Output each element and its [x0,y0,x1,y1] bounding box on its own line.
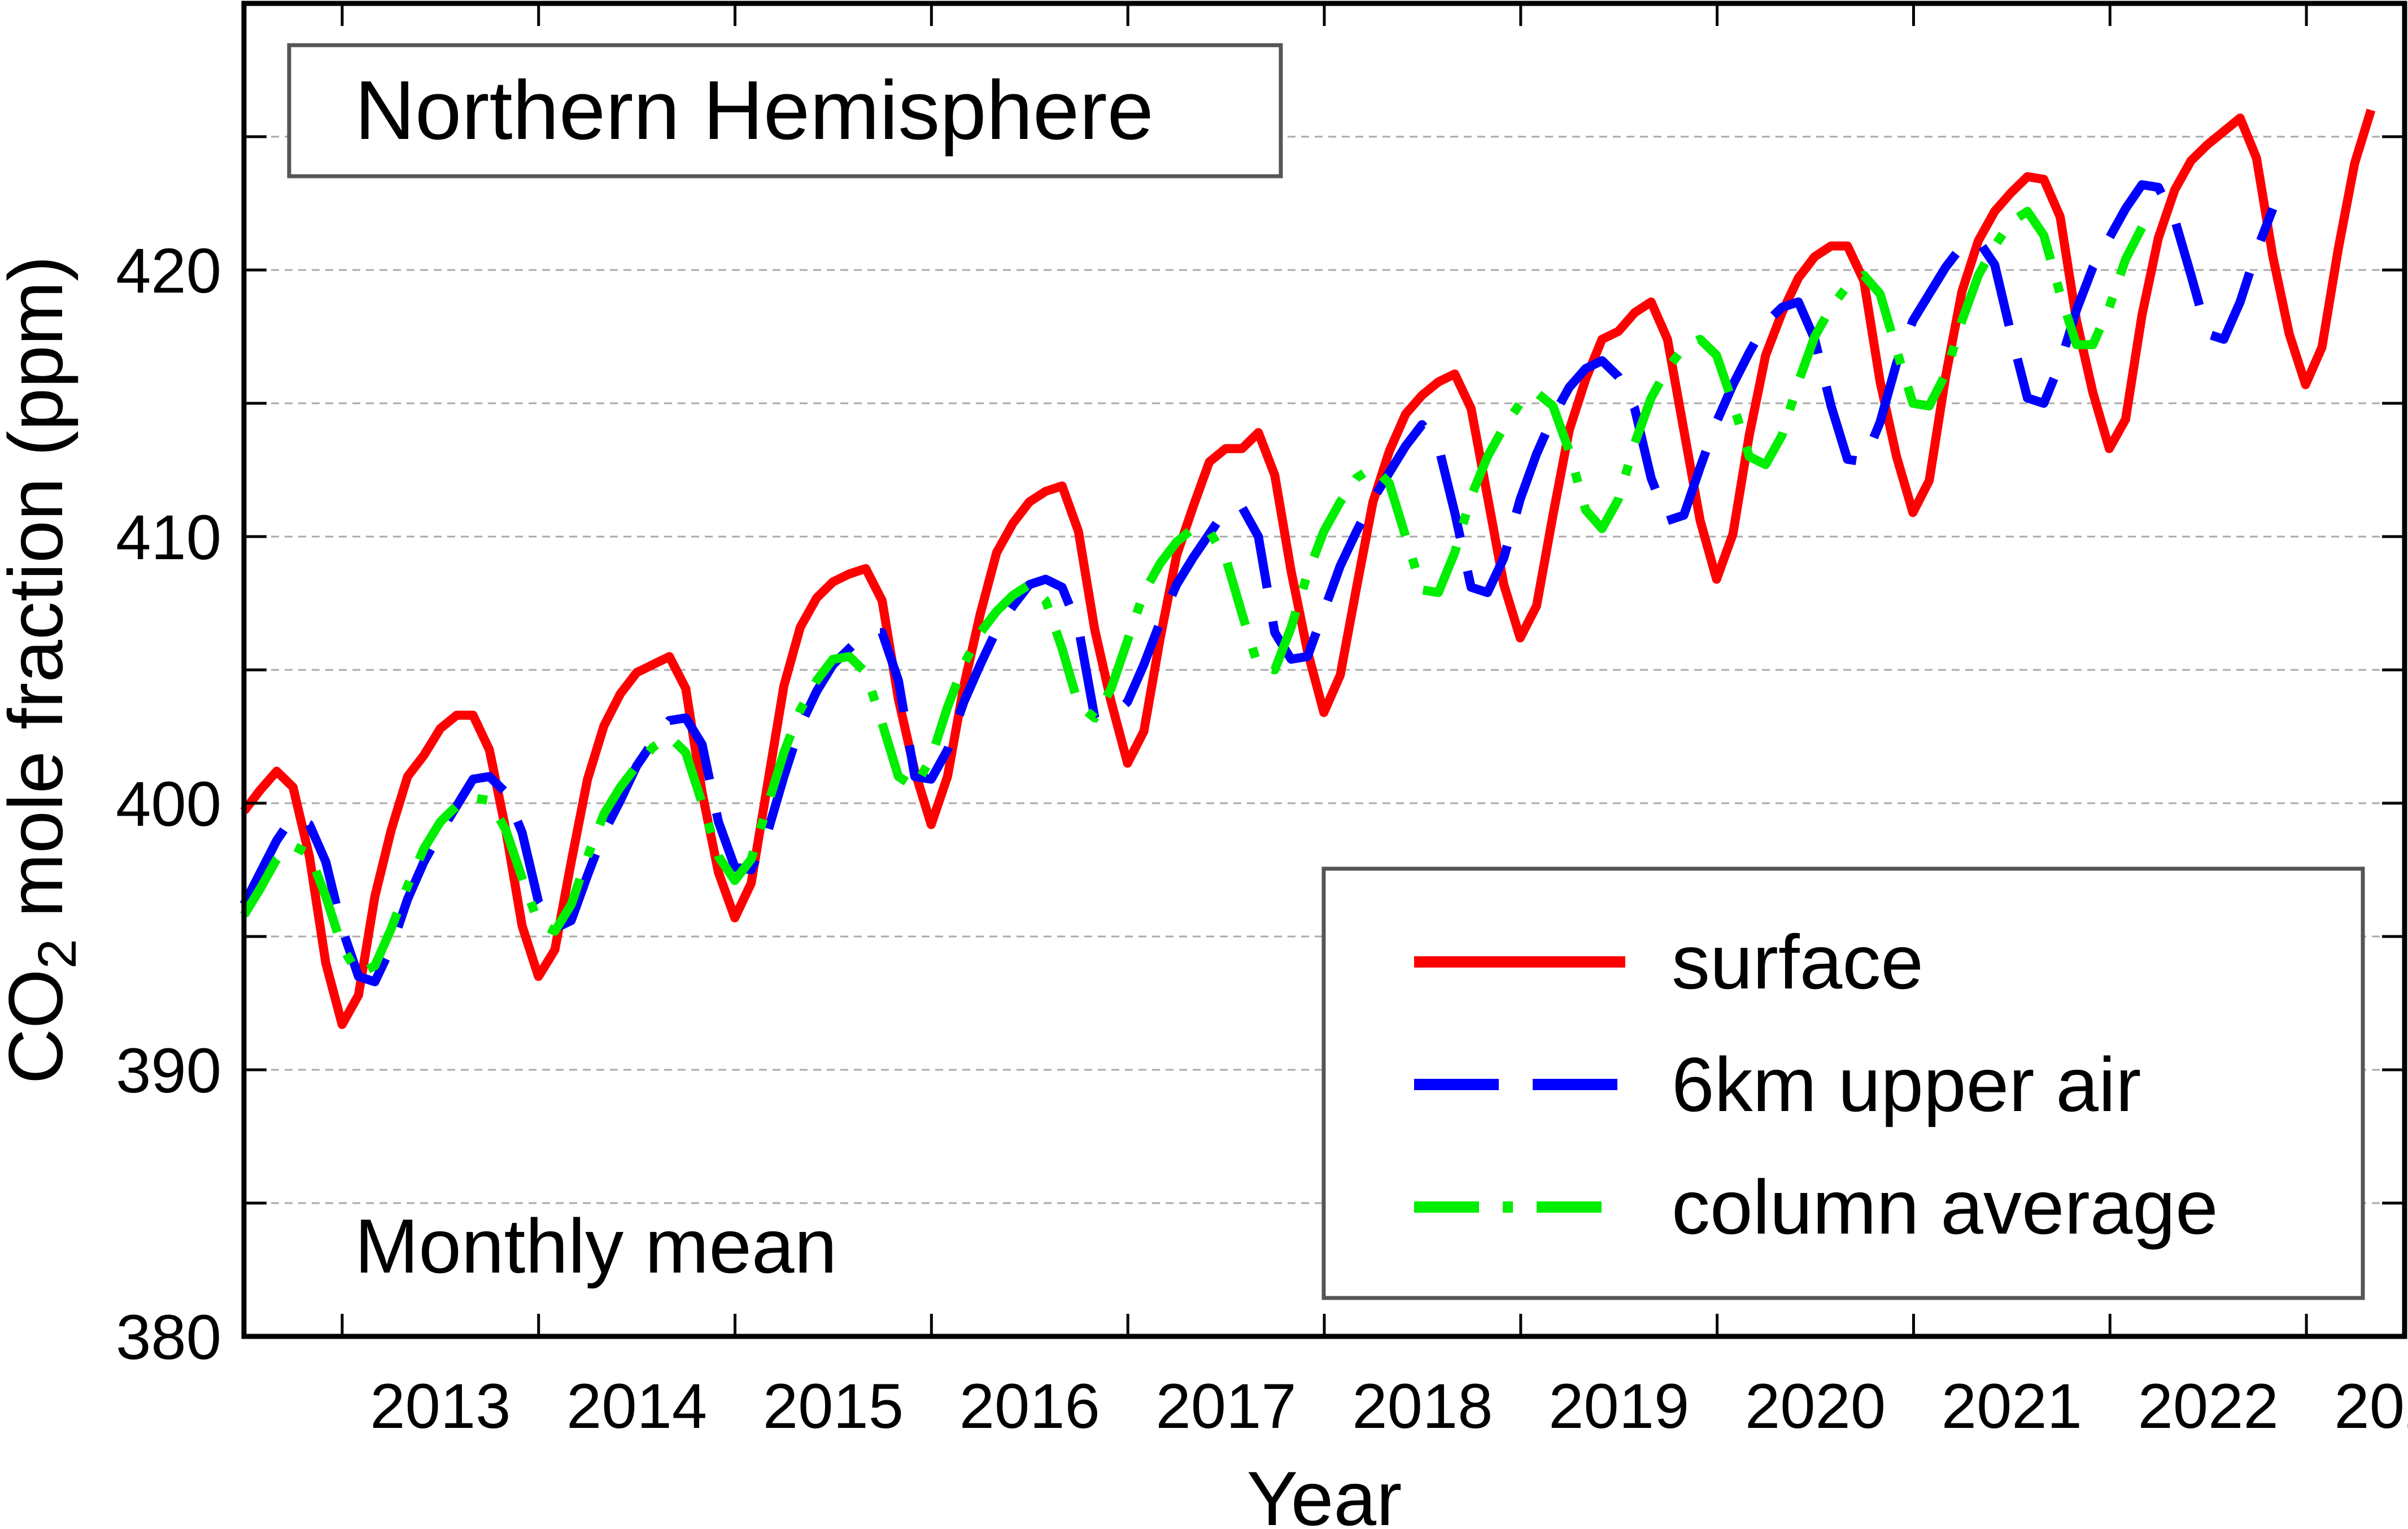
title-box [287,43,1283,178]
y-axis-label-main: CO [0,969,78,1084]
x-tick-label: 2022 [2138,1371,2279,1441]
y-tick-label: 380 [116,1302,221,1373]
series-layer [239,108,2376,1029]
legend: surface 6km upper air column average [1321,866,2365,1300]
x-tick-label: 2021 [1942,1371,2082,1441]
y-axis-label: CO2 mole fraction (ppm) [0,256,88,1084]
x-axis-label: Year [1247,1456,1402,1529]
x-tick-label: 2016 [959,1371,1100,1441]
y-tick-label: 420 [116,236,221,306]
x-tick-label: 2018 [1352,1371,1493,1441]
x-tick-label: 2017 [1156,1371,1297,1441]
y-tick-label: 410 [116,502,221,573]
x-tick-label: 2014 [566,1371,707,1441]
chart-title: Northern Hemisphere [355,64,1154,157]
tick-marks [244,3,2405,1336]
monthly-mean-annotation: Monthly mean [355,1203,837,1289]
y-tick-labels: 380 390 400 410 420 [116,236,221,1373]
x-tick-label: 2019 [1548,1371,1689,1441]
y-axis-label-subscript: 2 [27,939,88,969]
plot-frame [241,1,2407,1339]
y-tick-label: 390 [116,1035,221,1106]
y-axis-label-rest: mole fraction (ppm) [0,256,78,939]
legend-label-upper-air: 6km upper air [1672,1042,2141,1127]
x-tick-labels: 2013 2014 2015 2016 2017 2018 2019 2020 2021 2022… [370,1371,2408,1441]
x-tick-label: 2013 [370,1371,511,1441]
series-line-1 [239,180,2278,987]
x-tick-label: 2015 [763,1371,904,1441]
series-line-2 [240,207,2147,979]
y-tick-label: 400 [116,769,221,839]
legend-label-surface: surface [1672,919,1923,1005]
x-tick-label: 2020 [1745,1371,1886,1441]
x-tick-label: 2023 [2334,1371,2408,1441]
legend-label-column: column average [1672,1164,2218,1250]
